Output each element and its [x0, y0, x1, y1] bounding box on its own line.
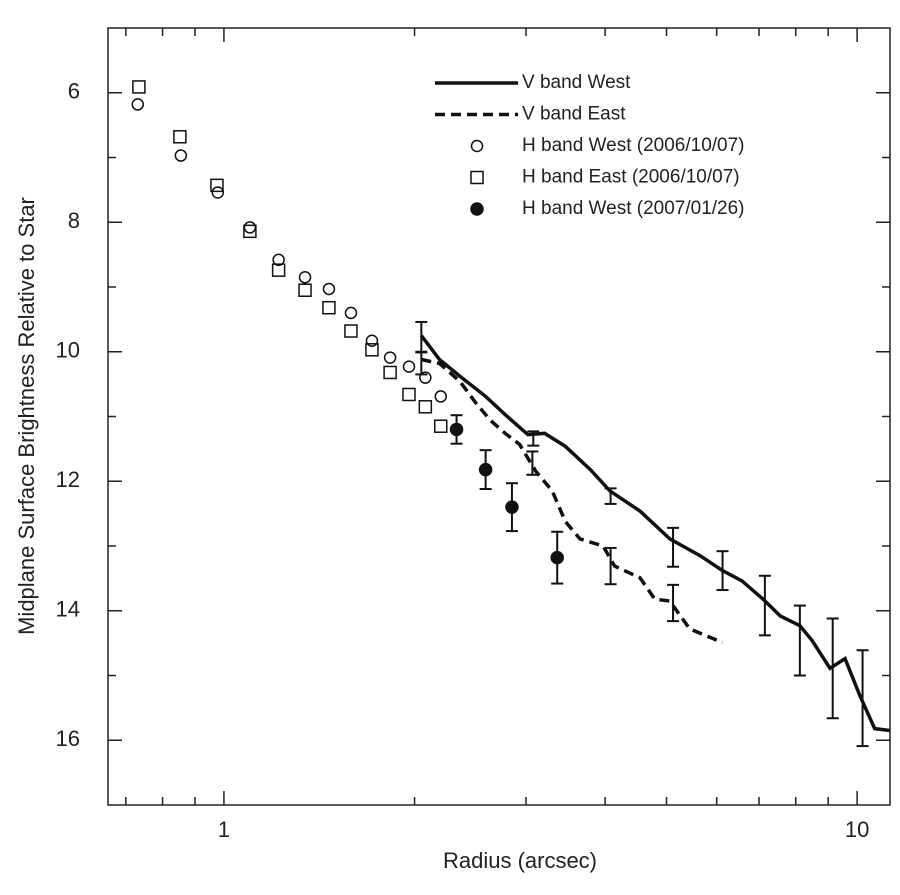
- legend-label: H band East (2006/10/07): [522, 167, 740, 188]
- marker: [344, 306, 358, 320]
- y-tick-label: 14: [56, 597, 80, 622]
- marker: [210, 178, 224, 193]
- line: [419, 334, 891, 733]
- marker: [418, 400, 433, 414]
- marker: [322, 282, 336, 296]
- marker: [470, 139, 484, 153]
- marker: [174, 149, 188, 162]
- marker: [243, 224, 257, 239]
- marker: [243, 221, 257, 234]
- marker: [402, 387, 416, 402]
- marker: [131, 98, 145, 111]
- marker: [365, 334, 379, 347]
- y-tick-label: 6: [68, 79, 80, 104]
- marker: [322, 300, 336, 315]
- marker: [419, 371, 432, 384]
- y-axis-label: Midplane Surface Brightness Relative to …: [14, 197, 39, 635]
- marker: [449, 422, 464, 437]
- plot-frame: [107, 27, 891, 806]
- x-tick-label: 1: [218, 817, 230, 842]
- marker: [383, 351, 397, 364]
- marker: [505, 500, 519, 514]
- line: [420, 357, 724, 645]
- marker: [132, 80, 146, 94]
- legend-label: H band West (2007/01/26): [522, 198, 745, 219]
- marker: [383, 365, 397, 380]
- marker: [470, 170, 484, 185]
- x-axis-label: Radius (arcsec): [443, 848, 597, 873]
- marker: [550, 550, 564, 565]
- marker: [478, 462, 493, 477]
- marker: [271, 263, 286, 277]
- y-tick-label: 16: [56, 726, 80, 751]
- marker: [434, 390, 448, 403]
- marker: [402, 360, 416, 373]
- marker: [470, 202, 484, 216]
- marker: [344, 324, 358, 338]
- marker: [211, 186, 225, 199]
- marker: [434, 419, 448, 433]
- legend-label: V band West: [522, 72, 631, 93]
- legend-label: V band East: [522, 104, 626, 125]
- y-tick-label: 8: [68, 208, 80, 233]
- marker: [298, 283, 312, 297]
- y-tick-label: 12: [56, 467, 80, 492]
- legend-label: H band West (2006/10/07): [522, 135, 745, 156]
- marker: [272, 253, 285, 267]
- x-tick-label: 10: [845, 817, 869, 842]
- marker: [173, 130, 187, 144]
- marker: [298, 271, 312, 284]
- y-tick-label: 10: [56, 338, 80, 363]
- marker: [365, 343, 379, 357]
